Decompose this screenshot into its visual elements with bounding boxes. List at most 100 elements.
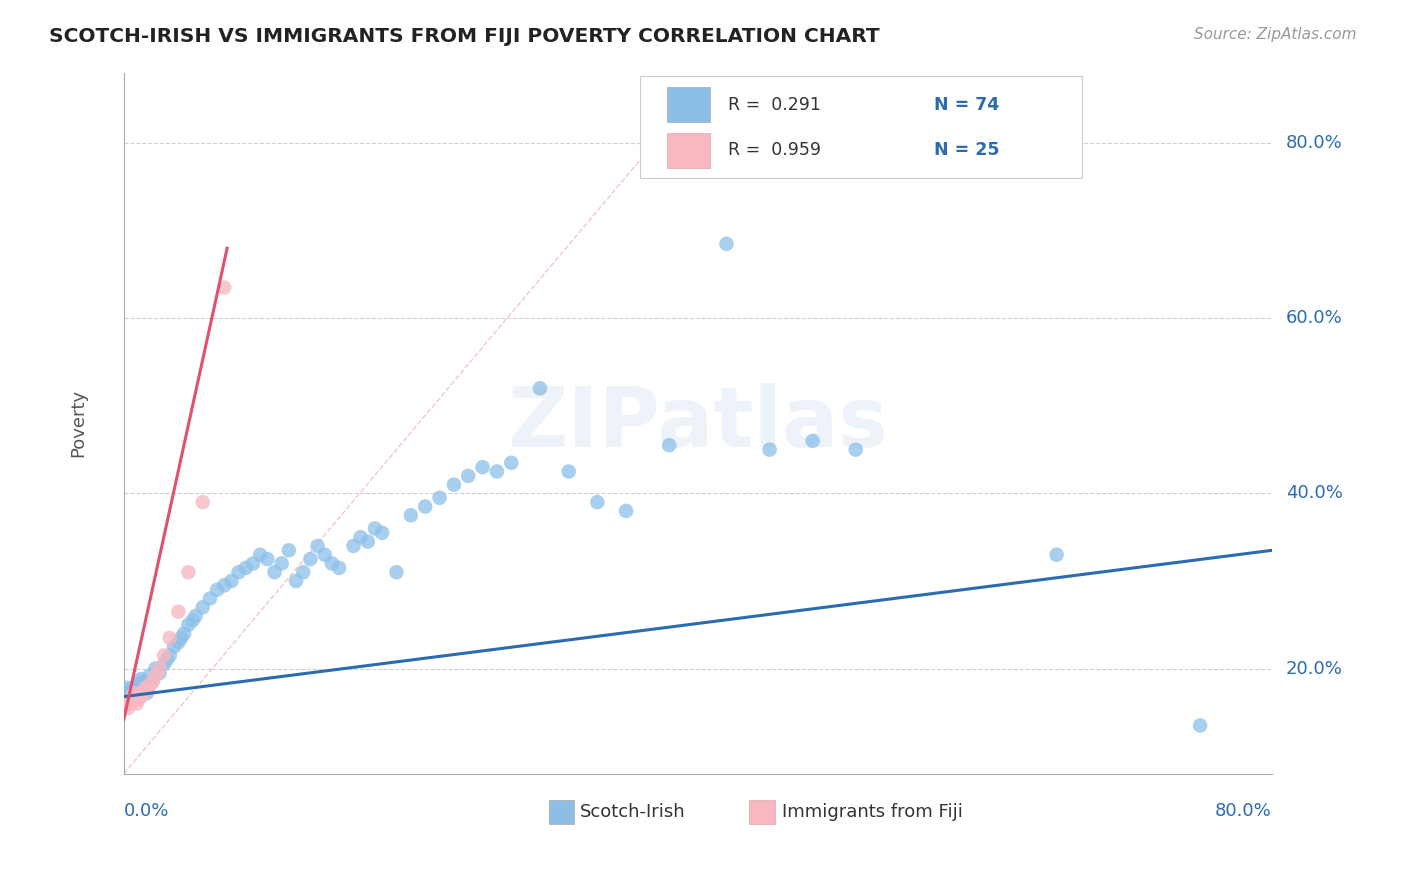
Point (1045, 548, 1067, 562)
Point (242, 557, 264, 571)
FancyBboxPatch shape (640, 77, 1083, 178)
Point (429, 491, 451, 505)
Point (307, 539, 329, 553)
Text: N = 25: N = 25 (935, 141, 1000, 159)
Point (801, 434, 824, 448)
Point (399, 508, 422, 523)
Point (173, 626, 195, 640)
Text: Source: ZipAtlas.com: Source: ZipAtlas.com (1194, 27, 1357, 42)
Point (124, 679, 146, 693)
Point (141, 674, 163, 689)
Point (120, 686, 142, 700)
Point (529, 381, 551, 395)
Point (159, 631, 181, 645)
Text: R =  0.291: R = 0.291 (728, 95, 821, 113)
Point (125, 683, 148, 698)
Point (117, 701, 139, 715)
Point (134, 683, 156, 698)
Text: R =  0.959: R = 0.959 (728, 141, 821, 159)
Point (285, 574, 308, 588)
Point (149, 662, 172, 676)
Point (349, 530, 371, 544)
Point (131, 674, 153, 689)
Point (191, 495, 214, 509)
Point (471, 460, 494, 475)
Point (357, 534, 380, 549)
Point (249, 548, 271, 562)
Point (149, 665, 172, 680)
Point (557, 465, 579, 479)
Point (228, 566, 250, 580)
Point (124, 692, 146, 706)
Point (342, 539, 364, 553)
Point (127, 692, 149, 706)
Text: Immigrants from Fiji: Immigrants from Fiji (782, 803, 963, 822)
Point (129, 690, 152, 704)
Point (485, 465, 508, 479)
Point (153, 648, 176, 663)
Point (131, 686, 153, 700)
Text: 40.0%: 40.0% (1285, 484, 1343, 502)
Point (167, 605, 190, 619)
Point (205, 582, 228, 597)
Point (128, 688, 150, 702)
Point (134, 681, 156, 695)
Text: Poverty: Poverty (69, 389, 87, 458)
Point (138, 679, 160, 693)
Point (125, 697, 148, 711)
Point (145, 668, 167, 682)
Point (129, 672, 152, 686)
Point (156, 653, 179, 667)
Bar (749, 800, 775, 824)
Point (127, 681, 149, 695)
Point (128, 677, 150, 691)
Point (292, 566, 315, 580)
Point (163, 640, 186, 654)
Point (443, 477, 465, 491)
Point (364, 521, 387, 535)
Bar (666, 87, 710, 122)
Text: N = 74: N = 74 (935, 95, 1000, 113)
Text: SCOTCH-IRISH VS IMMIGRANTS FROM FIJI POVERTY CORRELATION CHART: SCOTCH-IRISH VS IMMIGRANTS FROM FIJI POV… (49, 27, 880, 45)
Point (184, 609, 207, 624)
Point (321, 557, 343, 571)
Point (214, 578, 236, 592)
Point (457, 469, 479, 483)
Point (115, 695, 138, 709)
Point (135, 686, 157, 700)
Point (159, 648, 181, 663)
Point (181, 614, 204, 628)
Point (177, 566, 200, 580)
Point (191, 600, 214, 615)
Bar (666, 133, 710, 168)
Point (845, 442, 868, 457)
Point (114, 698, 136, 713)
Point (118, 697, 141, 711)
Point (153, 657, 176, 672)
Point (263, 566, 285, 580)
Point (1189, 718, 1212, 732)
Text: Scotch-Irish: Scotch-Irish (579, 803, 685, 822)
Point (371, 525, 394, 540)
Point (114, 686, 136, 700)
Text: 20.0%: 20.0% (1285, 659, 1343, 678)
Point (198, 591, 221, 606)
Point (121, 683, 143, 698)
Point (167, 635, 190, 649)
Point (118, 690, 141, 704)
Text: 80.0%: 80.0% (1285, 134, 1343, 152)
Point (135, 683, 157, 698)
Point (145, 662, 167, 676)
Point (716, 236, 738, 251)
Point (235, 561, 257, 575)
Text: 0.0%: 0.0% (124, 802, 169, 820)
Point (270, 557, 292, 571)
Point (115, 681, 138, 695)
Point (214, 280, 236, 294)
Point (221, 574, 243, 588)
Point (277, 543, 299, 558)
Point (614, 504, 637, 518)
Point (122, 688, 145, 702)
Point (299, 552, 322, 566)
Text: 60.0%: 60.0% (1285, 310, 1343, 327)
